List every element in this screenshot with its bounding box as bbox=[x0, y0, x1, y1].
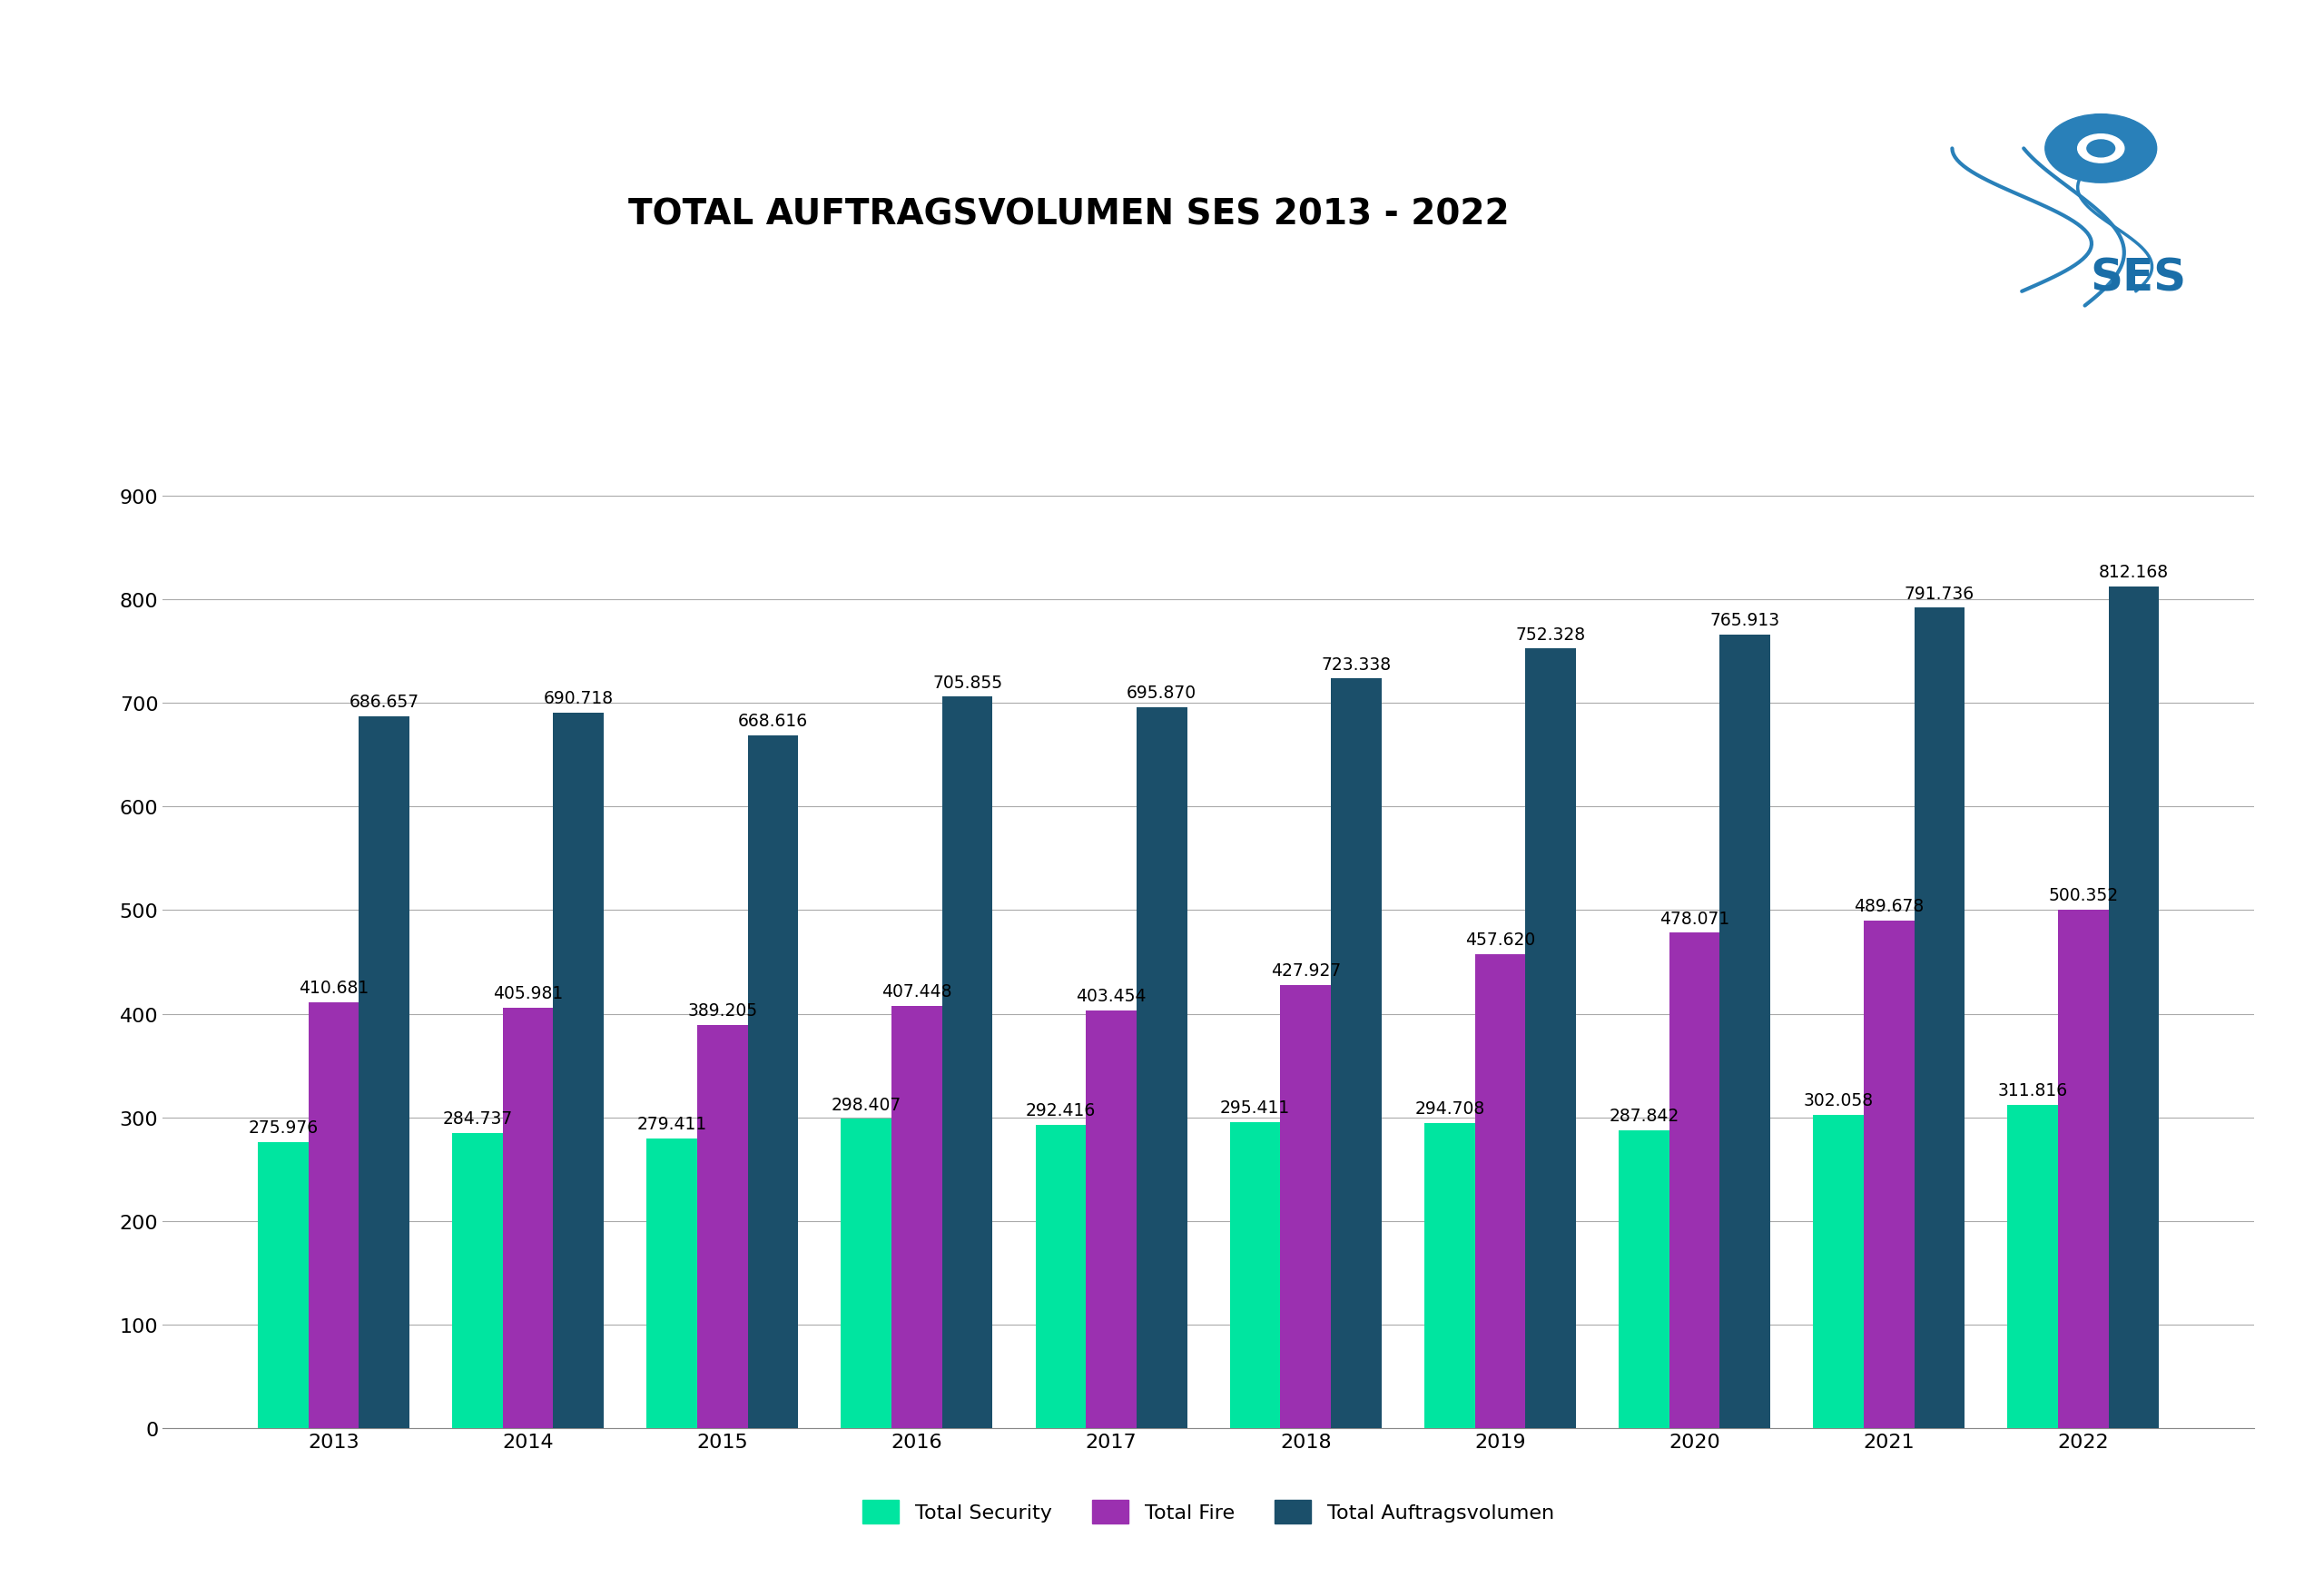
Bar bbox=[2059, 909, 2108, 1428]
Bar bbox=[646, 1139, 697, 1428]
Bar bbox=[553, 713, 604, 1428]
Text: SES: SES bbox=[2089, 256, 2187, 300]
Text: 403.454: 403.454 bbox=[1076, 987, 1146, 1005]
Text: 478.071: 478.071 bbox=[1659, 909, 1729, 927]
Bar bbox=[841, 1119, 892, 1428]
Text: 295.411: 295.411 bbox=[1220, 1098, 1290, 1116]
Text: 457.620: 457.620 bbox=[1464, 932, 1536, 947]
Bar bbox=[1476, 954, 1525, 1428]
Bar bbox=[1037, 1125, 1085, 1428]
Text: 389.205: 389.205 bbox=[688, 1001, 758, 1019]
Text: 279.411: 279.411 bbox=[637, 1116, 706, 1133]
Text: 302.058: 302.058 bbox=[1803, 1092, 1873, 1109]
Bar bbox=[697, 1025, 748, 1428]
Bar bbox=[502, 1008, 553, 1428]
Bar bbox=[358, 717, 409, 1428]
Text: 500.352: 500.352 bbox=[2047, 887, 2119, 905]
Text: 311.816: 311.816 bbox=[1999, 1082, 2068, 1100]
Text: 812.168: 812.168 bbox=[2099, 563, 2168, 581]
Text: 294.708: 294.708 bbox=[1415, 1100, 1485, 1117]
Bar bbox=[1136, 708, 1188, 1428]
Bar bbox=[309, 1003, 358, 1428]
Bar bbox=[1864, 920, 1915, 1428]
Text: 686.657: 686.657 bbox=[349, 694, 418, 711]
Text: 489.678: 489.678 bbox=[1855, 898, 1924, 916]
Legend: Total Security, Total Fire, Total Auftragsvolumen: Total Security, Total Fire, Total Auftra… bbox=[855, 1492, 1562, 1531]
Text: 275.976: 275.976 bbox=[249, 1119, 318, 1136]
Circle shape bbox=[2087, 141, 2115, 157]
Bar bbox=[892, 1006, 941, 1428]
Bar bbox=[1281, 986, 1332, 1428]
Bar bbox=[453, 1133, 502, 1428]
Bar bbox=[1720, 635, 1771, 1428]
Bar bbox=[1620, 1130, 1669, 1428]
Text: 765.913: 765.913 bbox=[1710, 611, 1780, 628]
Text: 705.855: 705.855 bbox=[932, 674, 1002, 690]
Bar bbox=[1085, 1011, 1136, 1428]
Circle shape bbox=[2045, 114, 2157, 184]
Bar bbox=[1332, 679, 1380, 1428]
Text: 427.927: 427.927 bbox=[1271, 962, 1341, 979]
Text: 695.870: 695.870 bbox=[1127, 684, 1197, 701]
Bar bbox=[941, 697, 992, 1428]
Bar bbox=[2108, 587, 2159, 1428]
Text: 287.842: 287.842 bbox=[1608, 1106, 1678, 1124]
Bar bbox=[748, 736, 797, 1428]
Bar bbox=[1525, 649, 1576, 1428]
Text: 668.616: 668.616 bbox=[739, 713, 809, 730]
Text: TOTAL AUFTRAGSVOLUMEN SES 2013 - 2022: TOTAL AUFTRAGSVOLUMEN SES 2013 - 2022 bbox=[627, 197, 1511, 232]
Bar bbox=[1669, 933, 1720, 1428]
Bar bbox=[1915, 608, 1964, 1428]
Text: 292.416: 292.416 bbox=[1025, 1101, 1097, 1119]
Text: 791.736: 791.736 bbox=[1903, 586, 1975, 601]
Bar bbox=[1813, 1116, 1864, 1428]
Text: 298.407: 298.407 bbox=[832, 1095, 902, 1112]
Circle shape bbox=[2078, 135, 2124, 163]
Text: 407.448: 407.448 bbox=[881, 982, 953, 1000]
Text: 723.338: 723.338 bbox=[1322, 655, 1392, 673]
Text: 752.328: 752.328 bbox=[1515, 625, 1585, 643]
Text: 284.737: 284.737 bbox=[442, 1109, 514, 1127]
Bar bbox=[258, 1143, 309, 1428]
Bar bbox=[1425, 1124, 1476, 1428]
Text: 410.681: 410.681 bbox=[297, 979, 370, 997]
Bar bbox=[1229, 1122, 1281, 1428]
Bar bbox=[2008, 1105, 2059, 1428]
Text: 405.981: 405.981 bbox=[493, 984, 562, 1001]
Text: 690.718: 690.718 bbox=[544, 689, 614, 706]
